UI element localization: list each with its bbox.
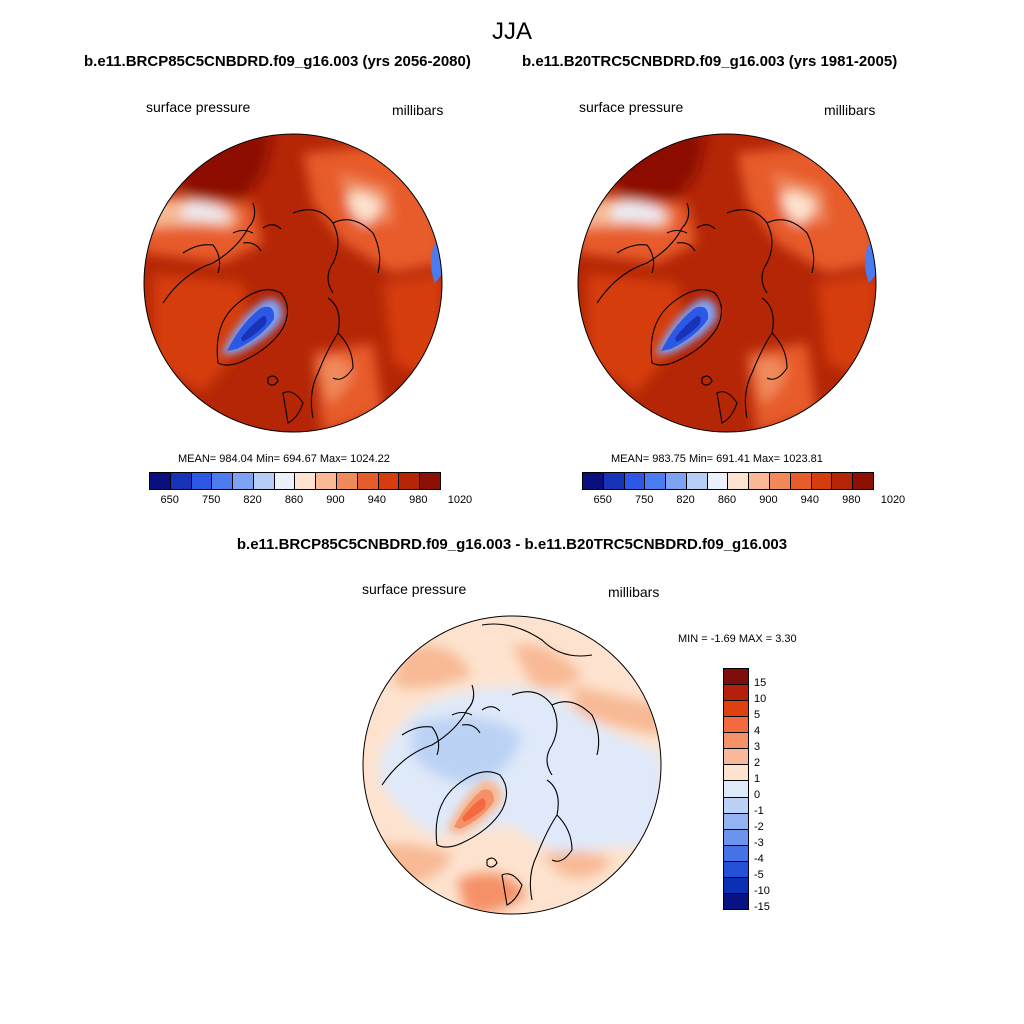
panel-2-colorbar-swatch: [811, 473, 833, 489]
diff-colorbar-swatch: [724, 733, 748, 750]
panel-2-stats: MEAN= 983.75 Min= 691.41 Max= 1023.81: [611, 453, 823, 465]
diff-colorbar-swatch: [724, 717, 748, 734]
panel-2-colorbar-tick-label: 750: [634, 494, 654, 506]
diff-colorbar-tick-label: 5: [754, 709, 761, 721]
panel-1-colorbar-tick-label: 940: [367, 494, 387, 506]
panel-1-colorbar-swatch: [378, 473, 400, 489]
diff-colorbar-swatch: [724, 829, 748, 846]
diff-colorbar-swatch: [724, 845, 748, 862]
diff-title: b.e11.BRCP85C5CNBDRD.f09_g16.003 - b.e11…: [236, 536, 788, 553]
panel-2-colorbar-swatch: [770, 473, 791, 489]
diff-colorbar-tick-label: 1: [754, 773, 761, 785]
panel-1-colorbar-tick-label: 650: [160, 494, 179, 506]
panel-1-colorbar: [149, 472, 441, 490]
diff-colorbar-swatch: [724, 797, 748, 814]
panel-2-colorbar-tick-label: 900: [759, 494, 778, 506]
panel-2-colorbar-swatch: [624, 473, 646, 489]
diff-polar-map: [362, 615, 662, 915]
diff-colorbar-ticks: 15 10 5 4 3 2 1 0 -1 -2 -3 -4 -5 -10 -15: [754, 668, 794, 913]
panel-1-colorbar-swatch: [357, 473, 379, 489]
panel-1-units-label: millibars: [392, 102, 444, 118]
diff-colorbar-tick-label: 10: [754, 693, 767, 705]
panel-1-colorbar-tick-label: 820: [243, 494, 262, 506]
panel-1-colorbar-swatch: [191, 473, 213, 489]
panel-2-polar-map: [577, 133, 877, 433]
panel-1-colorbar-tick-label: 860: [284, 494, 304, 506]
panel-2-title: b.e11.B20TRC5CNBDRD.f09_g16.003 (yrs 198…: [522, 53, 898, 70]
panel-2-colorbar-swatch: [853, 473, 873, 489]
panel-2-colorbar-tick-label: 820: [676, 494, 695, 506]
diff-colorbar-swatch: [724, 765, 748, 782]
diff-colorbar-tick-label: -15: [754, 901, 770, 913]
diff-colorbar-tick-label: -4: [754, 853, 764, 865]
panel-1-colorbar-swatch: [399, 473, 421, 489]
panel-1-polar-map: [143, 133, 443, 433]
diff-colorbar-tick-label: -1: [754, 805, 764, 817]
diff-colorbar-tick-label: 2: [754, 757, 761, 769]
panel-1-colorbar-swatch: [420, 473, 440, 489]
panel-2-colorbar-tick-label: 940: [800, 494, 820, 506]
diff-colorbar-swatch: [724, 877, 748, 894]
diff-colorbar-tick-label: -5: [754, 869, 764, 881]
panel-1-colorbar-tick-label: 900: [326, 494, 345, 506]
panel-2-colorbar-swatch: [707, 473, 729, 489]
panel-1-colorbar-swatch: [316, 473, 338, 489]
panel-1-colorbar-tick-label: 1020: [447, 494, 473, 506]
diff-colorbar-swatch: [724, 701, 748, 718]
panel-1-colorbar-swatch: [170, 473, 192, 489]
panel-2-colorbar-swatch: [728, 473, 750, 489]
panel-2-colorbar-ticks: 650 750 820 860 900 940 980 1020: [582, 494, 906, 508]
panel-2-variable-label: surface pressure: [579, 99, 684, 115]
panel-1-colorbar-swatch: [295, 473, 317, 489]
panel-2-colorbar-swatch: [686, 473, 708, 489]
panel-2-colorbar: [582, 472, 874, 490]
panel-2-colorbar-swatch: [645, 473, 667, 489]
panel-2-colorbar-swatch: [790, 473, 812, 489]
season-title: JJA: [491, 18, 532, 45]
diff-variable-label: surface pressure: [362, 581, 467, 597]
panel-2-units-label: millibars: [824, 102, 876, 118]
panel-1-colorbar-swatch: [233, 473, 254, 489]
diff-units-label: millibars: [608, 584, 660, 600]
diff-colorbar-swatch: [724, 781, 748, 798]
panel-1-colorbar-tick-label: 750: [201, 494, 221, 506]
diff-colorbar-tick-label: -3: [754, 837, 764, 849]
panel-1-colorbar-ticks: 650 750 820 860 900 940 980 1020: [149, 494, 473, 508]
panel-2-colorbar-swatch: [749, 473, 771, 489]
diff-colorbar-swatch: [724, 813, 748, 830]
diff-colorbar-swatch: [724, 893, 748, 909]
panel-1-variable-label: surface pressure: [146, 99, 251, 115]
panel-2-colorbar-tick-label: 860: [717, 494, 737, 506]
panel-2-colorbar-tick-label: 980: [842, 494, 861, 506]
panel-2-colorbar-tick-label: 1020: [880, 494, 906, 506]
panel-1-colorbar-swatch: [274, 473, 296, 489]
panel-1-title: b.e11.BRCP85C5CNBDRD.f09_g16.003 (yrs 20…: [84, 53, 471, 70]
panel-1-colorbar-swatch: [337, 473, 358, 489]
diff-colorbar-tick-label: 0: [754, 789, 761, 801]
panel-2-colorbar-swatch: [603, 473, 625, 489]
diff-colorbar-tick-label: 15: [754, 677, 767, 689]
panel-1-stats: MEAN= 984.04 Min= 694.67 Max= 1024.22: [178, 453, 390, 465]
diff-colorbar-swatch: [724, 749, 748, 766]
diff-colorbar-tick-label: -2: [754, 821, 764, 833]
panel-1-colorbar-swatch: [253, 473, 275, 489]
panel-1-colorbar-swatch: [150, 473, 171, 489]
diff-colorbar-swatch: [724, 685, 748, 702]
diff-colorbar-tick-label: 4: [754, 725, 761, 737]
panel-1-colorbar-tick-label: 980: [409, 494, 428, 506]
panel-2-colorbar-tick-label: 650: [593, 494, 612, 506]
diff-colorbar-tick-label: 3: [754, 741, 761, 753]
panel-2-colorbar-swatch: [583, 473, 604, 489]
diff-colorbar-tick-label: -10: [754, 885, 770, 897]
diff-colorbar-swatch: [724, 861, 748, 878]
panel-2-colorbar-swatch: [666, 473, 687, 489]
panel-1-colorbar-swatch: [212, 473, 234, 489]
diff-colorbar-swatch: [724, 669, 748, 686]
diff-minmax: MIN = -1.69 MAX = 3.30: [678, 633, 797, 645]
panel-2-colorbar-swatch: [832, 473, 854, 489]
diff-colorbar: [723, 668, 749, 910]
